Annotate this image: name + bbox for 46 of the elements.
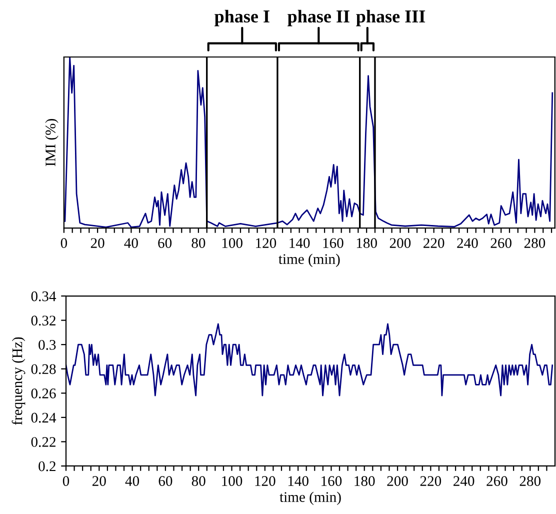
x-tick-label: 260 bbox=[486, 476, 508, 486]
y-tick-label: 0.34 bbox=[31, 291, 56, 302]
x-tick-label: 160 bbox=[322, 476, 342, 486]
y-tick-label: 0.2 bbox=[38, 461, 56, 472]
x-tick-label: 200 bbox=[390, 238, 411, 248]
y-axis-title: IMI (%) bbox=[45, 119, 58, 166]
x-axis-title: time (min) bbox=[280, 492, 341, 505]
x-tick-label: 60 bbox=[158, 476, 172, 486]
x-tick-label: 20 bbox=[92, 476, 106, 486]
x-tick-label: 180 bbox=[354, 476, 375, 486]
x-tick-label: 140 bbox=[288, 476, 308, 486]
x-tick-label: 0 bbox=[60, 238, 68, 248]
line-series bbox=[66, 323, 554, 396]
y-tick-label: 0.32 bbox=[31, 316, 56, 326]
y-tick-label: 0.22 bbox=[31, 437, 56, 447]
x-tick-label: 80 bbox=[192, 476, 206, 486]
x-tick-label: 240 bbox=[454, 476, 474, 486]
y-axis-title: frequency (Hz) bbox=[12, 337, 26, 425]
x-tick-label: 80 bbox=[192, 238, 206, 248]
y-tick-label: 0.26 bbox=[31, 388, 56, 398]
x-axis-title: time (min) bbox=[278, 254, 340, 267]
x-tick-label: 120 bbox=[255, 476, 276, 486]
x-tick-label: 40 bbox=[124, 238, 138, 248]
x-tick-label: 180 bbox=[356, 238, 377, 248]
y-tick-label: 0.3 bbox=[38, 340, 56, 350]
x-tick-label: 100 bbox=[222, 476, 242, 486]
x-tick-label: 100 bbox=[222, 238, 242, 248]
x-tick-label: 120 bbox=[256, 238, 276, 248]
x-tick-label: 220 bbox=[420, 476, 442, 486]
x-tick-label: 0 bbox=[62, 476, 70, 486]
text: phase I bbox=[214, 10, 270, 26]
y-tick-label: 0.28 bbox=[31, 364, 56, 374]
x-tick-label: 40 bbox=[125, 476, 140, 486]
x-tick-label: 240 bbox=[457, 238, 478, 248]
x-tick-label: 60 bbox=[158, 238, 172, 248]
text: phase II bbox=[288, 10, 350, 26]
x-tick-label: 140 bbox=[290, 238, 310, 248]
x-tick-label: 280 bbox=[520, 476, 541, 486]
x-tick-label: 200 bbox=[387, 476, 408, 486]
x-tick-label: 20 bbox=[90, 238, 104, 248]
x-tick-label: 160 bbox=[323, 238, 344, 248]
y-tick-label: 0.24 bbox=[31, 412, 56, 423]
x-tick-label: 220 bbox=[424, 238, 444, 248]
text: phase III bbox=[356, 10, 426, 26]
x-tick-label: 280 bbox=[524, 238, 546, 248]
x-tick-label: 260 bbox=[490, 238, 512, 248]
